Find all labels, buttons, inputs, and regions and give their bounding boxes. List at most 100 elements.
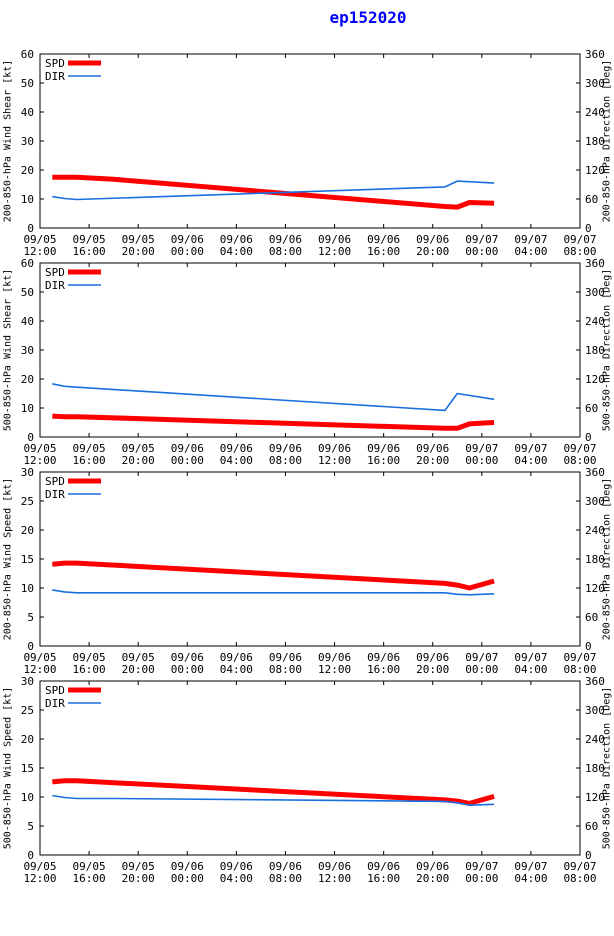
- right-tick-label: 180: [585, 135, 605, 148]
- x-tick-date-label: 09/07: [563, 233, 596, 246]
- x-tick-time-label: 04:00: [220, 245, 253, 258]
- x-tick-date-label: 09/06: [318, 651, 351, 664]
- x-tick-time-label: 16:00: [367, 872, 400, 885]
- x-tick-date-label: 09/07: [514, 442, 547, 455]
- left-tick-label: 20: [21, 373, 34, 386]
- x-tick-time-label: 08:00: [269, 245, 302, 258]
- right-tick-label: 180: [585, 762, 605, 775]
- right-tick-label: 360: [585, 257, 605, 270]
- right-tick-label: 0: [585, 431, 592, 444]
- x-tick-date-label: 09/07: [563, 860, 596, 873]
- x-tick-date-label: 09/07: [465, 860, 498, 873]
- legend-spd-label: SPD: [45, 57, 65, 70]
- x-tick-date-label: 09/05: [23, 651, 56, 664]
- left-tick-label: 40: [21, 106, 34, 119]
- x-tick-time-label: 00:00: [171, 454, 204, 467]
- left-tick-label: 10: [21, 193, 34, 206]
- dir-series-line: [52, 383, 495, 412]
- x-tick-date-label: 09/05: [122, 860, 155, 873]
- x-tick-time-label: 00:00: [171, 245, 204, 258]
- right-tick-label: 300: [585, 77, 605, 90]
- x-tick-time-label: 12:00: [23, 663, 56, 676]
- x-tick-date-label: 09/06: [171, 233, 204, 246]
- right-tick-label: 180: [585, 553, 605, 566]
- x-tick-time-label: 20:00: [416, 663, 449, 676]
- right-tick-label: 120: [585, 164, 605, 177]
- x-tick-time-label: 00:00: [171, 663, 204, 676]
- x-tick-date-label: 09/07: [514, 233, 547, 246]
- plot-frame: [39, 53, 581, 229]
- spd-series-line: [52, 778, 495, 806]
- x-tick-date-label: 09/05: [73, 233, 106, 246]
- left-tick-label: 30: [21, 344, 34, 357]
- left-tick-label: 50: [21, 77, 34, 90]
- right-tick-label: 60: [585, 820, 598, 833]
- x-tick-time-label: 16:00: [73, 872, 106, 885]
- legend-spd-label: SPD: [45, 684, 65, 697]
- x-tick-time-label: 04:00: [220, 454, 253, 467]
- right-tick-label: 0: [585, 849, 592, 862]
- left-tick-label: 0: [27, 222, 34, 235]
- x-tick-time-label: 08:00: [269, 663, 302, 676]
- chart-panel-1: 010203040506006012018024030036009/0512:0…: [3, 48, 613, 258]
- right-tick-label: 180: [585, 344, 605, 357]
- x-tick-date-label: 09/05: [23, 233, 56, 246]
- x-tick-date-label: 09/05: [73, 651, 106, 664]
- plot-frame: [39, 680, 581, 856]
- x-tick-date-label: 09/06: [269, 651, 302, 664]
- x-tick-time-label: 04:00: [514, 872, 547, 885]
- right-tick-label: 240: [585, 315, 605, 328]
- x-tick-date-label: 09/06: [416, 442, 449, 455]
- x-tick-time-label: 12:00: [318, 245, 351, 258]
- x-tick-date-label: 09/07: [465, 233, 498, 246]
- spd-series-line: [52, 560, 495, 591]
- x-tick-time-label: 12:00: [23, 454, 56, 467]
- left-tick-label: 30: [21, 135, 34, 148]
- left-tick-label: 20: [21, 733, 34, 746]
- y-axis-label: 200-850-hPa Wind Shear [kt]: [3, 60, 14, 223]
- x-tick-date-label: 09/06: [416, 233, 449, 246]
- left-tick-label: 0: [27, 431, 34, 444]
- dir-series-line: [52, 180, 495, 201]
- left-tick-label: 10: [21, 791, 34, 804]
- x-tick-time-label: 16:00: [73, 245, 106, 258]
- x-tick-time-label: 12:00: [318, 663, 351, 676]
- x-tick-date-label: 09/06: [220, 442, 253, 455]
- left-tick-label: 0: [27, 640, 34, 653]
- dir-series-line: [52, 589, 495, 596]
- right-tick-label: 240: [585, 106, 605, 119]
- x-tick-time-label: 16:00: [367, 454, 400, 467]
- x-tick-date-label: 09/06: [269, 442, 302, 455]
- legend-spd-label: SPD: [45, 266, 65, 279]
- x-tick-date-label: 09/06: [171, 651, 204, 664]
- y2-axis-label: 200-850-hPa Direction [Deg]: [602, 60, 613, 223]
- right-tick-label: 120: [585, 582, 605, 595]
- x-tick-date-label: 09/06: [367, 651, 400, 664]
- spd-series-line: [52, 174, 495, 210]
- x-tick-time-label: 08:00: [563, 872, 596, 885]
- x-tick-time-label: 04:00: [514, 454, 547, 467]
- legend-dir-label: DIR: [45, 279, 65, 292]
- x-tick-time-label: 16:00: [73, 454, 106, 467]
- x-tick-time-label: 20:00: [122, 245, 155, 258]
- x-tick-date-label: 09/06: [220, 651, 253, 664]
- legend-dir-label: DIR: [45, 488, 65, 501]
- y-axis-label: 200-850-hPa Wind Speed [kt]: [3, 478, 14, 641]
- x-tick-date-label: 09/05: [73, 860, 106, 873]
- y-axis-label: 500-850-hPa Wind Speed [kt]: [3, 687, 14, 850]
- spd-series-line: [52, 413, 495, 431]
- legend-spd-label: SPD: [45, 475, 65, 488]
- left-tick-label: 25: [21, 495, 34, 508]
- left-tick-label: 25: [21, 704, 34, 717]
- right-tick-label: 240: [585, 733, 605, 746]
- x-tick-time-label: 20:00: [416, 872, 449, 885]
- x-tick-date-label: 09/06: [367, 860, 400, 873]
- right-tick-label: 360: [585, 675, 605, 688]
- y2-axis-label: 200-850-hPa Direction [Deg]: [602, 478, 613, 641]
- y2-axis-label: 500-850-hPa Direction [Deg]: [602, 269, 613, 432]
- x-tick-time-label: 08:00: [269, 872, 302, 885]
- right-tick-label: 0: [585, 640, 592, 653]
- x-tick-date-label: 09/06: [318, 442, 351, 455]
- right-tick-label: 60: [585, 611, 598, 624]
